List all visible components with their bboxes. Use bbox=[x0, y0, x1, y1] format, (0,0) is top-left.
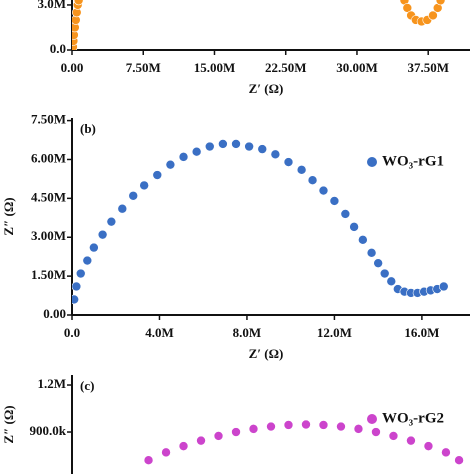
x-tick-label: 37.50M bbox=[407, 60, 449, 75]
x-tick-label: 7.50M bbox=[126, 60, 161, 75]
point bbox=[128, 190, 139, 201]
series bbox=[143, 419, 464, 466]
point bbox=[72, 281, 82, 292]
point bbox=[441, 447, 451, 458]
point bbox=[178, 441, 189, 451]
point bbox=[231, 139, 241, 149]
y-tick-label: 1.2M bbox=[37, 376, 66, 391]
x-tick-label: 0.0 bbox=[64, 325, 80, 340]
x-tick-label: 0.00 bbox=[61, 60, 84, 75]
point bbox=[388, 431, 399, 441]
point bbox=[386, 276, 397, 287]
panel-label: (c) bbox=[80, 378, 94, 393]
point bbox=[349, 222, 359, 232]
y-axis-label: Z″ (Ω) bbox=[1, 405, 16, 443]
y-tick-label: 4.50M bbox=[31, 189, 66, 204]
point bbox=[307, 175, 318, 186]
y-tick-label: 1.50M bbox=[31, 267, 66, 282]
x-tick-label: 12.0M bbox=[317, 325, 352, 340]
point bbox=[73, 0, 84, 6]
point bbox=[213, 431, 224, 441]
point bbox=[244, 141, 254, 152]
point bbox=[266, 421, 276, 432]
legend-marker bbox=[367, 157, 377, 167]
legend-label: WO₃-rG2 bbox=[382, 410, 444, 426]
x-axis-label: Z′ (Ω) bbox=[249, 81, 284, 96]
point bbox=[340, 209, 351, 219]
point bbox=[353, 424, 364, 434]
legend-label: WO₃-rG1 bbox=[382, 153, 444, 169]
y-tick-label: 7.50M bbox=[31, 112, 66, 127]
point bbox=[318, 420, 329, 430]
series bbox=[72, 139, 449, 305]
point bbox=[204, 141, 215, 152]
point bbox=[283, 420, 294, 430]
point bbox=[117, 203, 128, 214]
x-tick-label: 22.50M bbox=[265, 60, 307, 75]
point bbox=[373, 258, 383, 268]
point bbox=[301, 419, 311, 430]
point bbox=[270, 149, 281, 160]
point bbox=[336, 421, 346, 432]
y-tick-label: 0.0 bbox=[50, 41, 66, 56]
x-axis-label: Z′ (Ω) bbox=[249, 346, 284, 361]
y-tick-label: 900.0k bbox=[30, 423, 67, 438]
point bbox=[196, 435, 206, 446]
point bbox=[97, 229, 108, 240]
x-tick-label: 8.0M bbox=[233, 325, 262, 340]
x-tick-label: 30.00M bbox=[336, 60, 378, 75]
point bbox=[435, 0, 446, 6]
point bbox=[106, 216, 117, 227]
point bbox=[218, 139, 228, 149]
point bbox=[329, 196, 340, 206]
point bbox=[161, 447, 171, 458]
x-tick-label: 4.0M bbox=[145, 325, 174, 340]
y-tick-label: 0.00 bbox=[43, 306, 66, 321]
point bbox=[139, 180, 149, 191]
point bbox=[89, 242, 99, 253]
point bbox=[423, 441, 434, 451]
legend-marker bbox=[367, 414, 377, 424]
point bbox=[318, 185, 329, 196]
point bbox=[283, 157, 294, 167]
point bbox=[82, 255, 93, 266]
panel-label: (b) bbox=[80, 121, 96, 136]
x-tick-label: 16.0M bbox=[404, 325, 439, 340]
y-tick-label: 3.00M bbox=[31, 228, 66, 243]
y-axis-label: Z″ (Ω) bbox=[1, 197, 16, 235]
point bbox=[248, 424, 259, 434]
point bbox=[191, 146, 202, 157]
point bbox=[366, 247, 377, 258]
point bbox=[371, 427, 381, 437]
x-tick-label: 15.00M bbox=[194, 60, 236, 75]
point bbox=[402, 3, 413, 13]
point bbox=[358, 235, 368, 245]
point bbox=[428, 10, 438, 21]
y-tick-label: 3.0M bbox=[37, 0, 66, 11]
point bbox=[379, 268, 390, 279]
point bbox=[72, 294, 79, 305]
point bbox=[178, 152, 189, 162]
series bbox=[72, 0, 446, 50]
point bbox=[165, 159, 176, 170]
y-tick-label: 6.00M bbox=[31, 150, 66, 165]
point bbox=[438, 281, 449, 292]
point bbox=[152, 170, 163, 180]
point bbox=[257, 144, 268, 154]
point bbox=[231, 427, 241, 437]
point bbox=[406, 435, 416, 446]
point bbox=[296, 165, 307, 175]
point bbox=[143, 455, 154, 466]
point bbox=[75, 268, 86, 279]
point bbox=[454, 455, 464, 466]
